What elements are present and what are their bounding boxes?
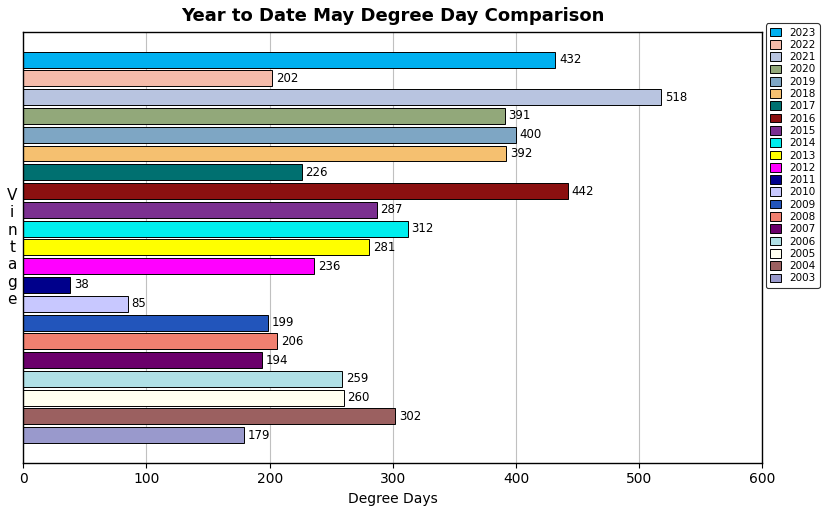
Bar <box>23 277 70 293</box>
Bar <box>23 390 344 406</box>
Text: 259: 259 <box>346 372 368 385</box>
Text: 236: 236 <box>318 260 340 273</box>
Bar <box>23 352 262 368</box>
Bar <box>23 427 244 443</box>
Bar <box>23 333 277 349</box>
Bar <box>23 240 369 255</box>
Text: 179: 179 <box>248 429 270 442</box>
Text: 202: 202 <box>276 72 298 85</box>
Bar <box>23 221 407 236</box>
Y-axis label: V
i
n
t
a
g
e: V i n t a g e <box>7 188 17 307</box>
Text: 392: 392 <box>510 147 532 160</box>
Bar <box>23 127 516 143</box>
Text: 199: 199 <box>272 316 295 329</box>
Text: 226: 226 <box>306 166 328 179</box>
Text: 442: 442 <box>572 185 594 198</box>
Bar <box>23 52 555 68</box>
Bar <box>23 371 342 387</box>
Text: 281: 281 <box>373 241 396 254</box>
Bar <box>23 258 314 274</box>
Bar <box>23 183 567 199</box>
Title: Year to Date May Degree Day Comparison: Year to Date May Degree Day Comparison <box>181 7 605 25</box>
Bar <box>23 164 301 180</box>
Text: 391: 391 <box>509 109 531 123</box>
Bar <box>23 70 272 86</box>
Text: 287: 287 <box>381 203 403 216</box>
Text: 194: 194 <box>266 353 288 367</box>
Text: 312: 312 <box>411 222 434 235</box>
X-axis label: Degree Days: Degree Days <box>348 492 438 506</box>
Bar <box>23 89 662 105</box>
Bar <box>23 314 268 330</box>
Bar <box>23 146 506 162</box>
Bar <box>23 408 396 424</box>
Legend: 2023, 2022, 2021, 2020, 2019, 2018, 2017, 2016, 2015, 2014, 2013, 2012, 2011, 20: 2023, 2022, 2021, 2020, 2019, 2018, 2017… <box>766 24 819 288</box>
Bar <box>23 296 128 312</box>
Text: 38: 38 <box>74 279 88 291</box>
Text: 206: 206 <box>281 335 303 348</box>
Bar <box>23 202 377 218</box>
Text: 400: 400 <box>520 128 542 141</box>
Text: 432: 432 <box>559 53 582 66</box>
Text: 518: 518 <box>665 91 687 104</box>
Text: 302: 302 <box>399 410 421 423</box>
Text: 260: 260 <box>347 391 369 404</box>
Bar <box>23 108 505 124</box>
Text: 85: 85 <box>131 297 146 310</box>
